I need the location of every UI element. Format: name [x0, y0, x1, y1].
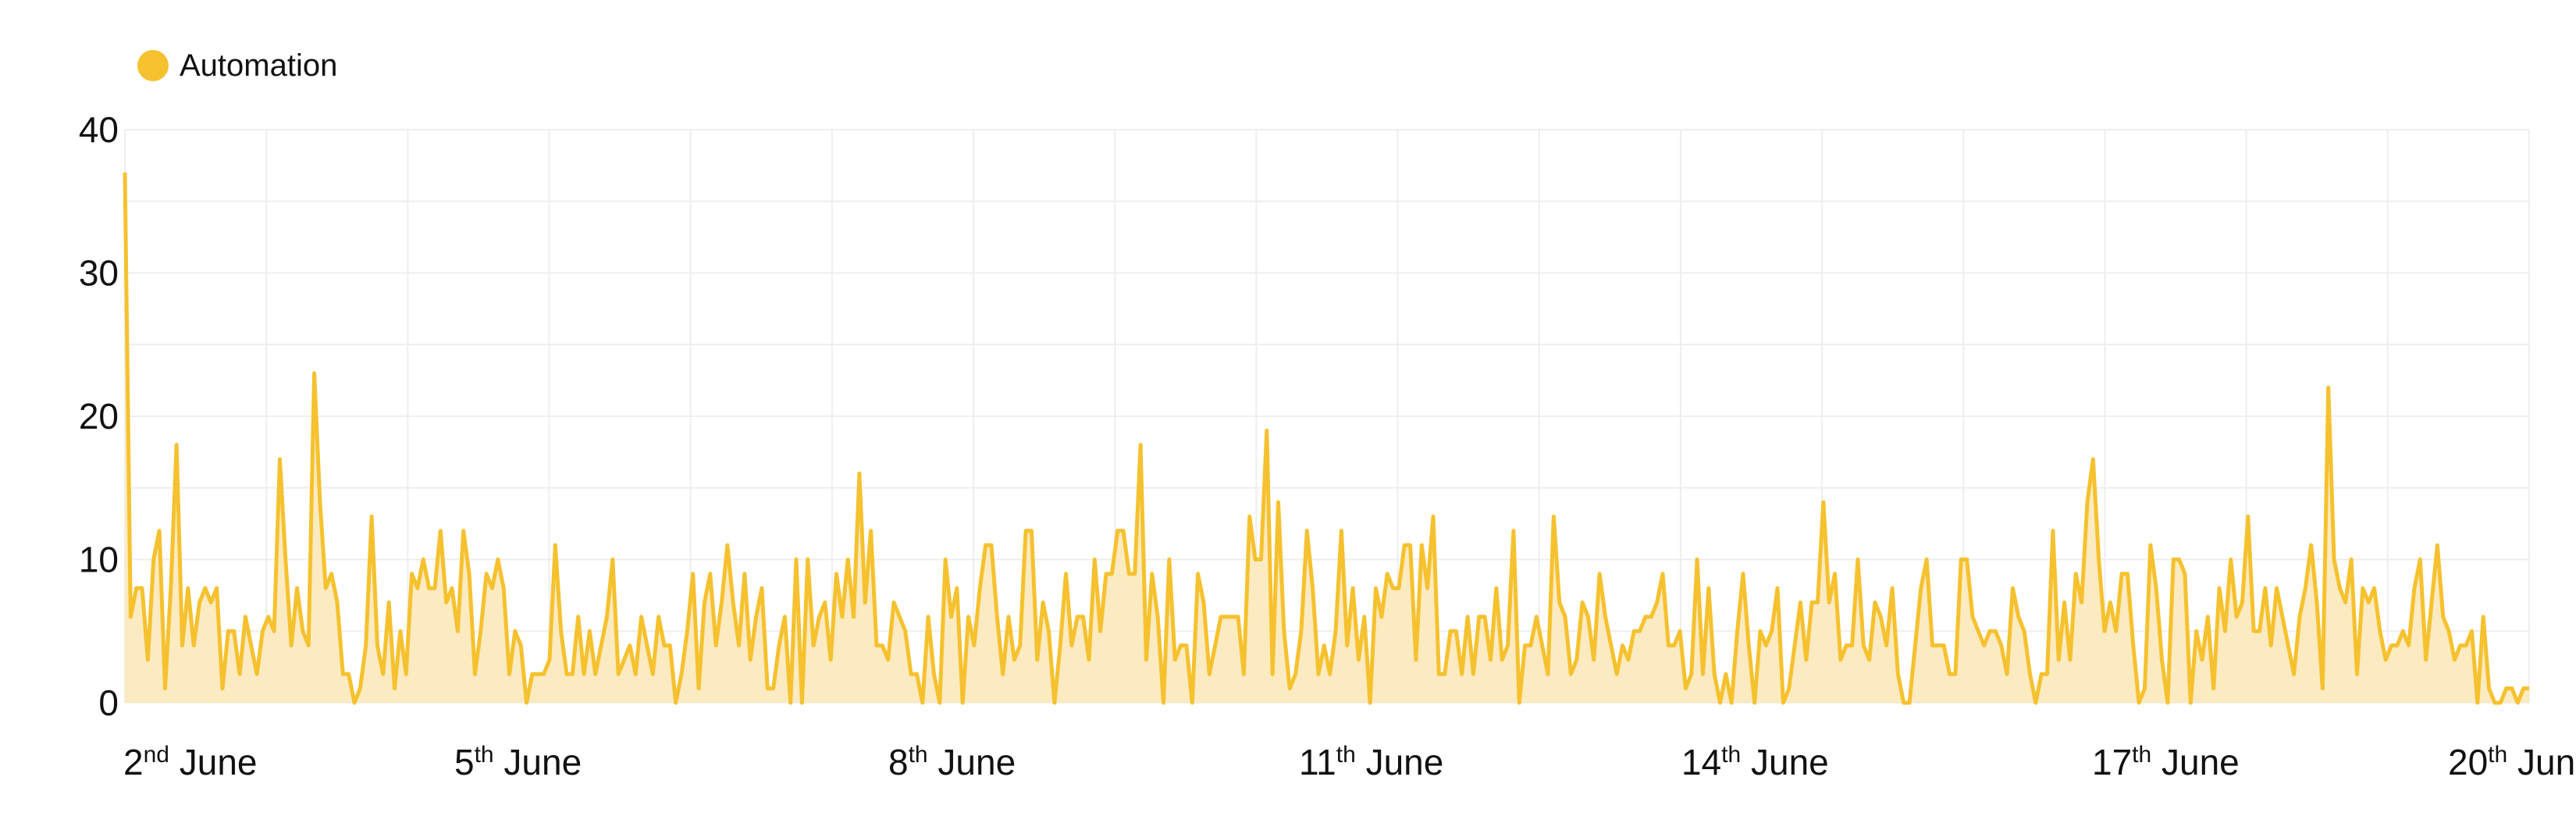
- y-tick-label: 30: [79, 253, 119, 294]
- x-tick-label: 14th June: [1681, 742, 1829, 782]
- series-area-automation: [125, 173, 2529, 704]
- y-axis-ticks: 0 10 20 30 40: [79, 109, 119, 723]
- area-fill-automation: [125, 173, 2529, 704]
- x-tick-label: 17th June: [2092, 742, 2240, 782]
- x-tick-label: 2nd June: [123, 742, 258, 782]
- x-tick-label: 8th June: [888, 742, 1016, 782]
- series-line-automation: [123, 173, 2529, 705]
- y-tick-label: 40: [79, 109, 119, 150]
- x-tick-label: 11th June: [1299, 742, 1443, 782]
- x-tick-label: 5th June: [454, 742, 582, 782]
- y-tick-label: 20: [79, 396, 119, 437]
- line-automation: [123, 173, 2529, 705]
- y-tick-label: 10: [79, 540, 119, 580]
- y-tick-label: 0: [98, 682, 119, 723]
- x-axis-ticks: 2nd June 5th June 8th June 11th June 14th Ju…: [123, 742, 2576, 782]
- legend-swatch-automation: [137, 50, 169, 81]
- chart-legend: Automation: [137, 50, 337, 81]
- legend-label-automation: Automation: [180, 48, 338, 83]
- x-tick-label: 20th June: [2448, 742, 2576, 782]
